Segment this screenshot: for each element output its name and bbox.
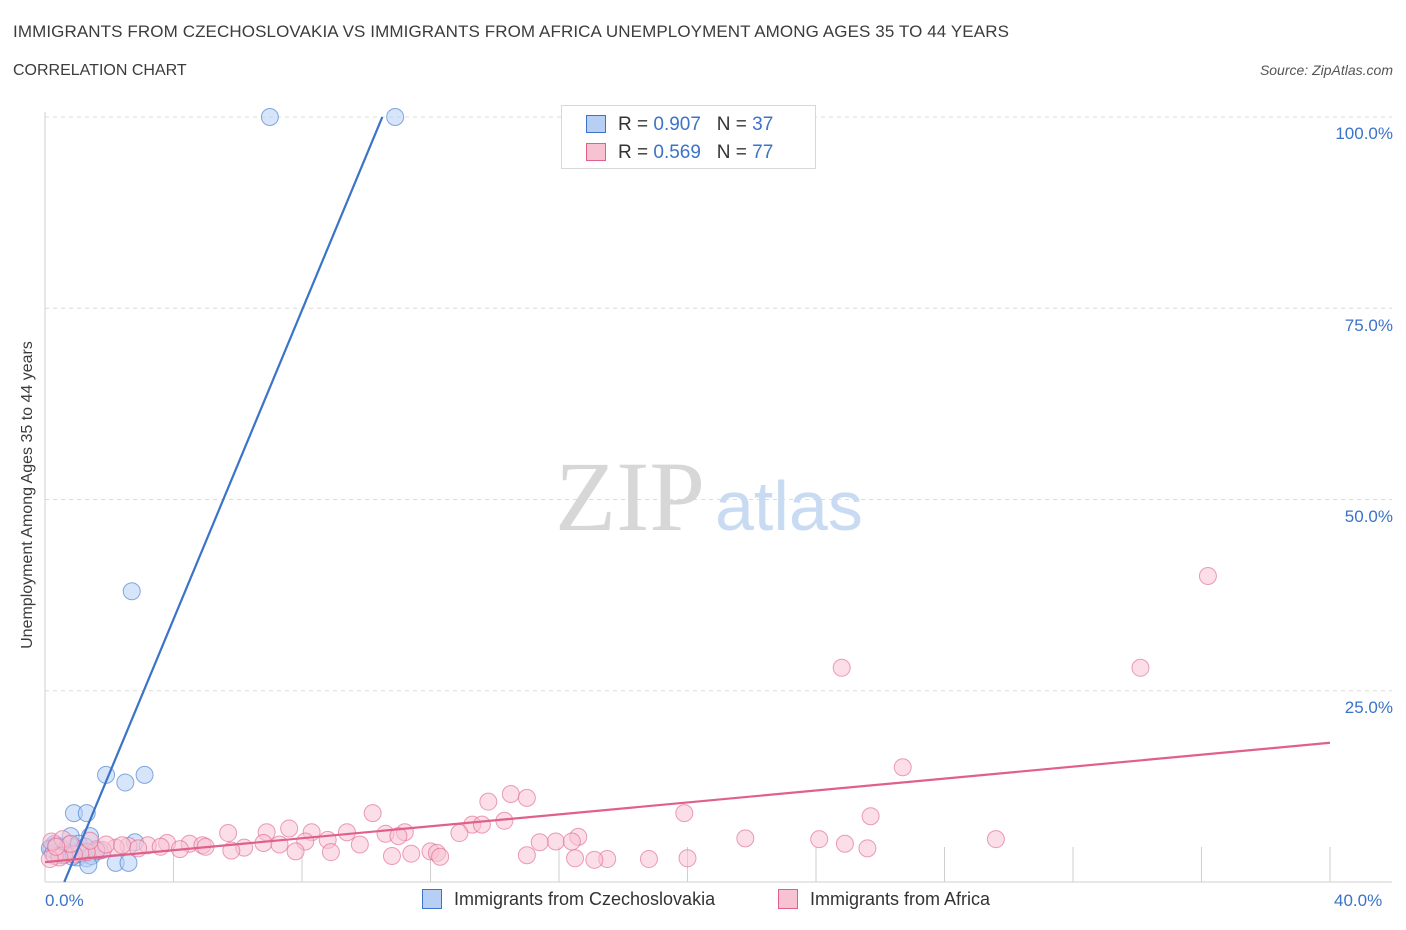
data-point-africa [1198, 567, 1217, 585]
data-point-czechoslovakia [116, 773, 135, 792]
data-point-africa [479, 792, 498, 811]
data-point-africa [222, 841, 241, 860]
data-point-czechoslovakia [135, 765, 154, 784]
trend-lines [44, 116, 1331, 883]
watermark-zip: ZIP [555, 441, 705, 552]
data-point-africa [321, 843, 340, 862]
data-point-africa [431, 847, 450, 866]
data-point-africa [861, 807, 880, 826]
bottom-legend-africa: Immigrants from Africa [778, 889, 990, 910]
r-label: R = [618, 114, 649, 135]
legend-swatch-africa [586, 143, 606, 161]
data-point-africa [566, 849, 585, 868]
n-value-africa: 77 [752, 142, 774, 163]
data-point-africa [546, 832, 565, 851]
data-point-africa [472, 815, 491, 834]
data-point-africa [501, 785, 520, 804]
n-label: N = [716, 142, 747, 163]
legend-row-africa: R = 0.569 N = 77 [586, 142, 774, 163]
data-point-africa [382, 846, 401, 865]
n-label: N = [716, 114, 747, 135]
stats-legend: R = 0.907 N = 37 R = 0.569 N = 77 [561, 105, 816, 169]
r-value-africa: 0.569 [653, 142, 701, 163]
data-point-africa [810, 830, 829, 849]
gridlines [45, 116, 1392, 692]
data-point-africa [286, 842, 305, 861]
data-point-africa [675, 804, 694, 823]
data-point-africa [113, 836, 132, 855]
data-point-africa [270, 835, 289, 854]
data-point-africa [736, 829, 755, 848]
bottom-legend-label-czechoslovakia: Immigrants from Czechoslovakia [454, 889, 716, 909]
chart-title: IMMIGRANTS FROM CZECHOSLOVAKIA VS IMMIGR… [13, 22, 1010, 41]
data-point-africa [280, 819, 299, 838]
r-value-czechoslovakia: 0.907 [653, 114, 701, 135]
data-point-africa [639, 850, 658, 869]
y-tick-label-50: 50.0% [1344, 507, 1393, 526]
legend-swatch-czechoslovakia [586, 115, 606, 133]
y-tick-label-25: 25.0% [1344, 698, 1393, 717]
data-points [40, 108, 1217, 875]
bottom-legend-label-africa: Immigrants from Africa [810, 889, 991, 909]
data-point-africa [517, 846, 536, 865]
trend-line-czechoslovakia [63, 116, 384, 883]
data-point-czechoslovakia [122, 582, 141, 601]
chart-subtitle: CORRELATION CHART [13, 62, 187, 79]
data-point-africa [678, 849, 697, 868]
data-point-africa [517, 788, 536, 807]
bottom-legend-swatch-czechoslovakia [422, 889, 442, 909]
data-point-africa [986, 830, 1005, 849]
data-point-czechoslovakia [386, 108, 405, 126]
data-point-africa [585, 850, 604, 869]
data-point-africa [219, 824, 238, 843]
watermark-atlas: atlas [715, 467, 863, 545]
trend-line-africa [44, 741, 1331, 864]
data-point-africa [858, 839, 877, 858]
data-point-africa [835, 834, 854, 853]
data-point-africa [47, 837, 66, 856]
data-point-czechoslovakia [260, 108, 279, 126]
data-point-africa [450, 824, 469, 843]
data-point-africa [402, 844, 421, 863]
source-credit: Source: ZipAtlas.com [1259, 62, 1393, 78]
data-point-czechoslovakia [119, 853, 138, 872]
x-tick-label-max: 40.0% [1334, 891, 1383, 910]
y-tick-label-100: 100.0% [1335, 124, 1393, 143]
data-point-africa [562, 832, 581, 851]
data-point-africa [530, 833, 549, 852]
data-point-africa [350, 835, 369, 854]
data-point-africa [337, 823, 356, 842]
data-point-africa [389, 827, 408, 846]
data-point-africa [363, 804, 382, 823]
data-point-africa [97, 835, 116, 854]
x-tick-label-min: 0.0% [45, 891, 84, 910]
y-tick-label-75: 75.0% [1344, 316, 1393, 335]
n-value-czechoslovakia: 37 [752, 114, 774, 135]
data-point-africa [893, 758, 912, 777]
legend-row-czechoslovakia: R = 0.907 N = 37 [586, 114, 774, 135]
bottom-legend-czechoslovakia: Immigrants from Czechoslovakia [422, 889, 715, 910]
data-point-africa [832, 658, 851, 677]
r-label: R = [618, 142, 649, 163]
bottom-legend-swatch-africa [778, 889, 798, 909]
data-point-africa [1131, 658, 1150, 677]
